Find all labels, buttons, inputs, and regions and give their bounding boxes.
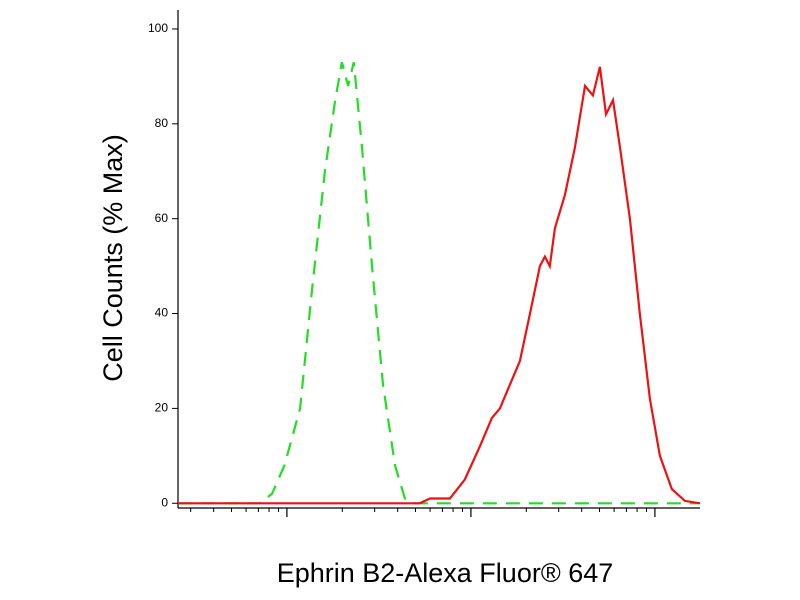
y-tick-label: 40: [155, 306, 169, 320]
y-tick-label: 0: [161, 495, 168, 509]
series-line: [178, 66, 701, 505]
y-tick-label: 20: [155, 401, 169, 415]
series-line: [178, 61, 700, 505]
y-tick-label: 60: [155, 211, 169, 225]
y-axis-title: Cell Counts (% Max): [98, 134, 128, 382]
y-tick-label: 100: [148, 21, 168, 35]
y-tick-label: 80: [155, 116, 169, 130]
x-axis-title: Ephrin B2-Alexa Fluor® 647: [277, 558, 614, 588]
